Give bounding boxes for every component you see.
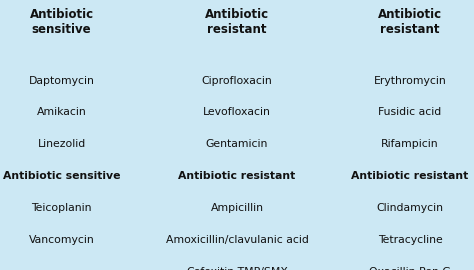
Text: Gentamicin: Gentamicin <box>206 139 268 149</box>
Text: Ampicillin: Ampicillin <box>210 203 264 213</box>
Text: Antibiotic resistant: Antibiotic resistant <box>178 171 296 181</box>
Text: Antibiotic resistant: Antibiotic resistant <box>351 171 469 181</box>
Text: Rifampicin: Rifampicin <box>381 139 439 149</box>
Text: Cefoxitin,TMP/SMX: Cefoxitin,TMP/SMX <box>186 267 288 270</box>
Text: Tetracycline: Tetracycline <box>378 235 442 245</box>
Text: Antibiotic sensitive: Antibiotic sensitive <box>3 171 120 181</box>
Text: Ciprofloxacin: Ciprofloxacin <box>201 76 273 86</box>
Text: Erythromycin: Erythromycin <box>374 76 447 86</box>
Text: Levofloxacin: Levofloxacin <box>203 107 271 117</box>
Text: Oxacillin,Pen G: Oxacillin,Pen G <box>369 267 451 270</box>
Text: Teicoplanin: Teicoplanin <box>31 203 92 213</box>
Text: Antibiotic
sensitive: Antibiotic sensitive <box>29 8 94 36</box>
Text: Fusidic acid: Fusidic acid <box>378 107 442 117</box>
Text: Clindamycin: Clindamycin <box>376 203 444 213</box>
Text: Amikacin: Amikacin <box>37 107 86 117</box>
Text: Vancomycin: Vancomycin <box>29 235 94 245</box>
Text: Amoxicillin/clavulanic acid: Amoxicillin/clavulanic acid <box>165 235 309 245</box>
Text: Linezolid: Linezolid <box>37 139 86 149</box>
Text: Daptomycin: Daptomycin <box>29 76 94 86</box>
Text: Antibiotic
resistant: Antibiotic resistant <box>378 8 442 36</box>
Text: Antibiotic
resistant: Antibiotic resistant <box>205 8 269 36</box>
